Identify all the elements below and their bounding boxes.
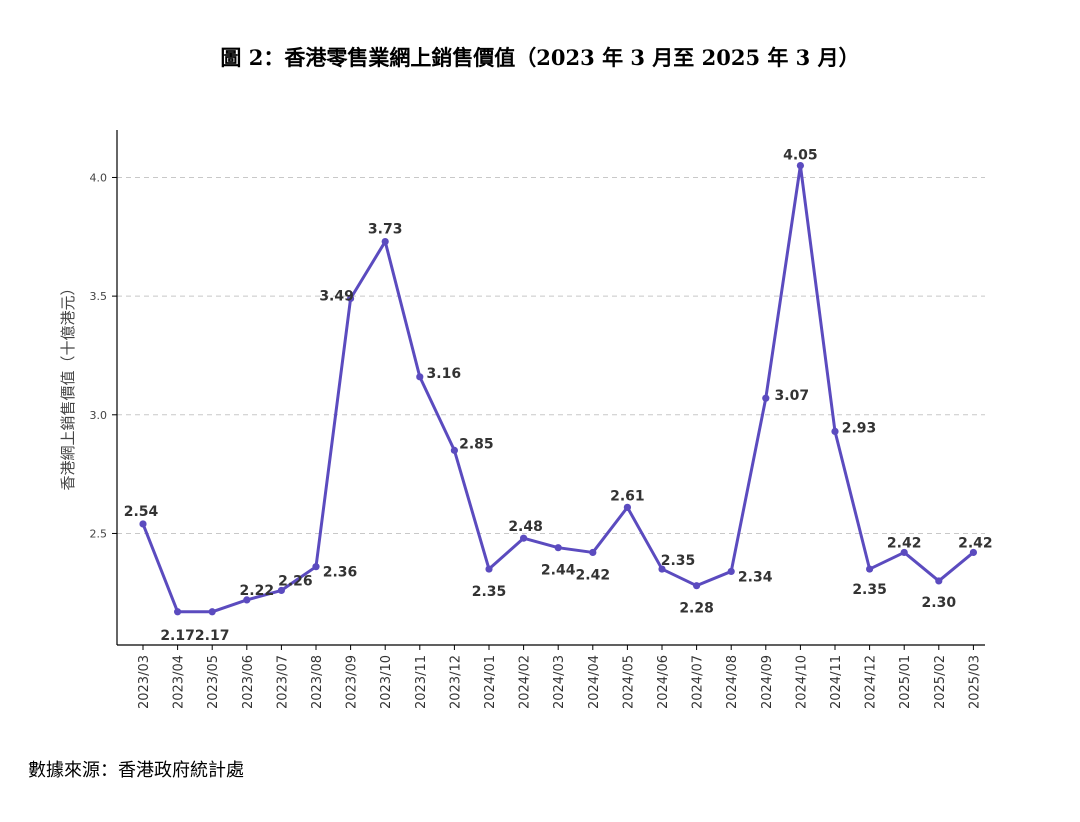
x-tick-label: 2023/10: [379, 655, 394, 709]
y-tick-label: 2.5: [90, 527, 108, 540]
data-label: 2.42: [887, 535, 922, 551]
data-point: [174, 608, 182, 616]
data-label: 2.35: [661, 553, 696, 569]
data-point: [796, 161, 805, 170]
data-label: 2.93: [842, 420, 877, 436]
x-tick-label: 2023/12: [448, 655, 463, 709]
data-label: 2.22: [240, 583, 275, 599]
x-tick-label: 2024/07: [691, 655, 706, 709]
data-point: [520, 534, 528, 542]
data-label: 2.42: [958, 535, 993, 551]
data-point: [658, 565, 666, 573]
x-tick-label: 2024/01: [483, 655, 498, 709]
data-label-layer: 2.54 2.17 2.17 2.222.26 2.36 3.49 3.73 3.16 2.85…: [124, 148, 993, 644]
data-point: [900, 548, 908, 557]
data-point: [208, 608, 216, 616]
data-point: [139, 520, 147, 528]
data-point: [589, 548, 597, 557]
data-label: 2.34: [738, 569, 773, 585]
data-label: 2.61: [610, 488, 645, 504]
data-label: 2.28: [679, 601, 714, 617]
data-point: [347, 294, 355, 303]
x-tick-label: 2024/06: [656, 655, 671, 709]
data-label: 2.54: [124, 504, 159, 520]
grid-layer: [117, 176, 985, 534]
x-tick-label: 2024/04: [587, 655, 602, 709]
x-tick-label: 2023/09: [345, 655, 360, 709]
x-tick-label: 2024/09: [760, 655, 775, 709]
x-tick-label: 2024/02: [518, 655, 533, 709]
data-point: [450, 446, 458, 454]
data-label: 2.36: [323, 565, 358, 581]
x-tick-label: 2024/05: [621, 655, 636, 709]
y-axis-label: 香港網上銷售價值（十億港元）: [59, 280, 77, 490]
data-label: 2.42: [576, 567, 611, 583]
data-point: [381, 237, 389, 246]
data-point: [243, 596, 251, 604]
data-label: 3.49: [319, 289, 354, 305]
data-label: 3.16: [427, 366, 462, 382]
x-tick-label: 2024/12: [864, 655, 879, 709]
data-point: [727, 567, 735, 576]
x-tick-label: 2023/04: [172, 655, 187, 709]
data-point: [554, 544, 562, 552]
chart-title: 圖 2：香港零售業網上銷售價值（2023 年 3 月至 2025 年 3 月）: [220, 45, 860, 70]
data-point: [969, 548, 978, 557]
y-tick-label: 3.0: [90, 409, 108, 422]
data-point: [866, 565, 874, 573]
x-tick-label: 2025/02: [933, 655, 948, 709]
y-tick-label: 4.0: [90, 171, 108, 184]
data-point: [831, 427, 839, 436]
data-point: [277, 586, 285, 595]
data-label: 3.73: [368, 222, 403, 238]
source-note: 數據來源：香港政府統計處: [28, 760, 244, 781]
data-label: 2.48: [508, 519, 543, 535]
data-label: 2.17: [160, 628, 195, 644]
data-label: 2.35: [472, 584, 507, 600]
data-point: [416, 373, 424, 381]
x-tick-label: 2024/10: [794, 655, 809, 709]
data-label: 2.44: [541, 563, 576, 579]
axis-layer: 2.5 3.0 3.5 4.0 香港網上銷售價值（十億港元） 2023/03 2023/04…: [59, 130, 985, 709]
data-point: [485, 565, 493, 573]
x-tick-label: 2024/11: [829, 655, 844, 709]
data-point: [762, 394, 770, 402]
x-tick-label: 2023/06: [241, 655, 256, 709]
x-tick-label: 2025/03: [967, 655, 982, 709]
x-tick-label: 2023/08: [310, 655, 325, 709]
data-point: [623, 503, 632, 511]
x-tick-label: 2023/05: [206, 655, 221, 709]
y-tick-label: 3.5: [90, 290, 108, 303]
data-label: 3.07: [775, 388, 810, 404]
x-tick-label: 2023/11: [414, 655, 429, 709]
x-tick-label: 2024/08: [725, 655, 740, 709]
data-label: 2.17: [195, 628, 230, 644]
data-point: [693, 582, 701, 590]
data-label: 4.05: [783, 148, 818, 164]
x-tick-label: 2023/07: [275, 655, 290, 709]
series-layer: [139, 161, 978, 616]
x-tick-label: 2025/01: [898, 655, 913, 709]
data-point: [312, 563, 320, 571]
data-label: 2.30: [922, 595, 957, 611]
x-tick-label: 2024/03: [552, 655, 567, 709]
data-label: 2.26: [278, 573, 313, 589]
data-label: 2.35: [852, 582, 887, 598]
data-point: [935, 577, 943, 585]
data-label: 2.85: [459, 436, 494, 452]
x-tick-label: 2023/03: [137, 655, 152, 709]
